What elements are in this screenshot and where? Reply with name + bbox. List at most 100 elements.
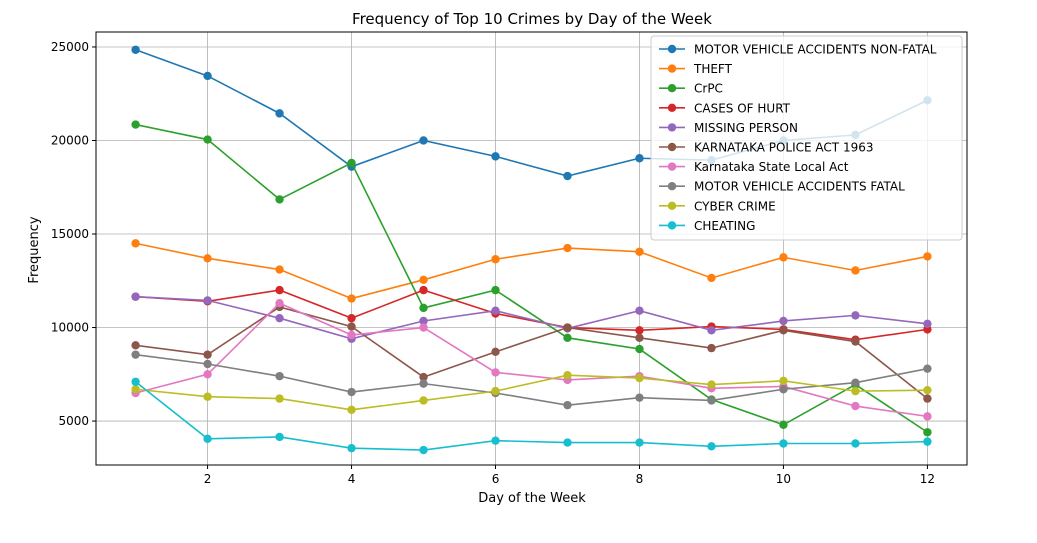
data-point — [203, 296, 212, 305]
series-line — [135, 374, 928, 411]
data-point — [203, 254, 212, 263]
legend-swatch-marker — [667, 84, 677, 93]
legend-swatch-marker — [667, 64, 677, 73]
data-point — [275, 265, 284, 274]
data-point — [275, 432, 284, 442]
data-point — [635, 393, 644, 402]
data-point — [419, 136, 428, 145]
y-tick-label: 10000 — [51, 321, 89, 335]
data-point — [419, 285, 428, 295]
data-point — [491, 306, 500, 315]
data-point — [275, 299, 284, 308]
series-line — [135, 289, 928, 341]
data-point — [419, 323, 428, 332]
data-point — [563, 243, 572, 253]
series-6 — [131, 302, 932, 403]
series-line — [135, 302, 928, 418]
legend-item: KARNATAKA POLICE ACT 1963 — [659, 141, 874, 155]
data-point — [275, 109, 284, 118]
data-point — [131, 350, 140, 359]
legend-swatch-marker — [667, 201, 677, 210]
data-point — [491, 347, 500, 357]
series-line — [135, 242, 928, 300]
legend-item: CYBER CRIME — [659, 199, 776, 213]
legend-item: THEFT — [659, 62, 733, 76]
legend-swatch-marker — [667, 103, 677, 113]
data-point — [563, 323, 572, 332]
legend-swatch-marker — [667, 123, 677, 132]
legend-swatch-marker — [667, 142, 677, 152]
x-tick-label: 10 — [776, 472, 791, 486]
data-point — [203, 370, 212, 379]
y-tick-label: 25000 — [51, 40, 89, 54]
data-point — [635, 333, 644, 343]
data-point — [203, 392, 212, 401]
legend-label: THEFT — [693, 62, 733, 76]
data-point — [851, 337, 860, 346]
data-point — [851, 266, 860, 275]
data-point — [347, 313, 356, 323]
legend: MOTOR VEHICLE ACCIDENTS NON-FATAL THEFT Cr… — [650, 35, 963, 241]
legend-item: MISSING PERSON — [659, 121, 798, 135]
data-point — [779, 316, 788, 326]
data-point — [923, 319, 932, 328]
legend-item: MOTOR VEHICLE ACCIDENTS FATAL — [659, 180, 905, 194]
legend-label: CASES OF HURT — [694, 101, 791, 115]
y-tick-label: 5000 — [58, 414, 89, 428]
data-point — [131, 239, 140, 248]
data-point — [707, 273, 716, 283]
data-point — [563, 171, 572, 181]
data-point — [707, 380, 716, 389]
data-point — [275, 285, 284, 295]
data-point — [275, 195, 284, 204]
series-7 — [131, 299, 932, 421]
legend-label: CrPC — [694, 82, 723, 96]
data-point — [635, 247, 644, 256]
data-point — [635, 154, 644, 163]
x-tick-label: 12 — [920, 472, 935, 486]
data-point — [851, 386, 860, 396]
data-point — [635, 306, 644, 315]
data-point — [419, 303, 428, 313]
data-point — [563, 400, 572, 410]
data-point — [131, 377, 140, 386]
x-tick-label: 6 — [492, 472, 500, 486]
series-10 — [131, 377, 932, 455]
data-point — [923, 412, 932, 421]
data-point — [923, 385, 932, 395]
data-point — [707, 326, 716, 335]
data-point — [275, 371, 284, 381]
series-line — [135, 123, 928, 433]
series-lines — [131, 45, 932, 455]
data-point — [707, 442, 716, 451]
chart-title: Frequency of Top 10 Crimes by Day of the… — [352, 10, 712, 28]
data-point — [779, 439, 788, 448]
data-point — [491, 436, 500, 445]
data-point — [419, 316, 428, 326]
data-point — [203, 359, 212, 369]
data-point — [347, 322, 356, 331]
series-line — [135, 353, 928, 406]
data-point — [851, 378, 860, 387]
data-point — [419, 396, 428, 405]
data-point — [779, 326, 788, 335]
x-tick-label: 4 — [348, 472, 356, 486]
series-8 — [131, 350, 932, 410]
data-point — [347, 294, 356, 303]
legend-label: MOTOR VEHICLE ACCIDENTS NON-FATAL — [694, 43, 937, 57]
data-point — [563, 438, 572, 447]
y-tick-label: 20000 — [51, 133, 89, 147]
data-point — [851, 439, 860, 448]
data-point — [491, 285, 500, 295]
legend-label: CHEATING — [694, 219, 755, 233]
data-point — [347, 443, 356, 453]
legend-swatch-marker — [667, 221, 677, 230]
data-point — [491, 368, 500, 377]
data-point — [347, 330, 356, 340]
y-tick-label: 15000 — [51, 227, 89, 241]
data-point — [203, 135, 212, 144]
legend-item: CASES OF HURT — [659, 101, 791, 115]
legend-label: MOTOR VEHICLE ACCIDENTS FATAL — [694, 180, 905, 194]
data-point — [635, 344, 644, 354]
